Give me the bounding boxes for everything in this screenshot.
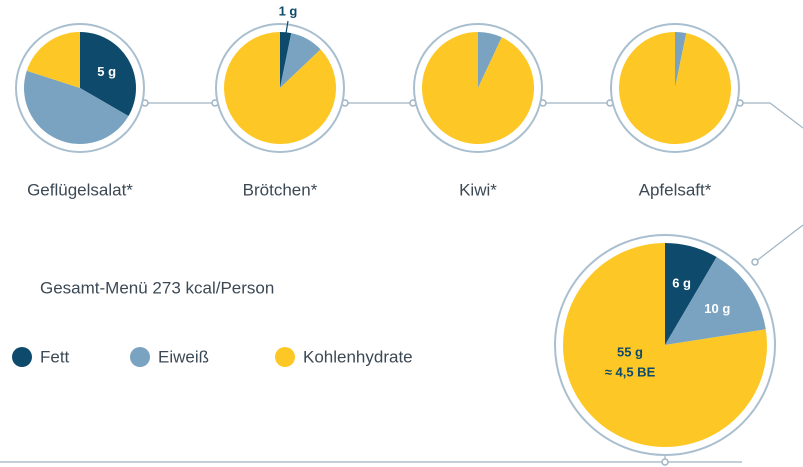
annotation: ≈ 4,5 BE <box>605 364 656 379</box>
connectors <box>0 102 803 463</box>
legend-label: Eiweiß <box>158 347 209 366</box>
pie-slice <box>224 32 337 144</box>
pie-slice <box>80 32 136 116</box>
pie-slice <box>563 243 767 447</box>
pie-title: Gesamt-Menü 273 kcal/Person <box>40 278 274 297</box>
pie-slice <box>23 70 129 145</box>
value-label: 1 g <box>279 3 298 18</box>
pie-slice <box>26 32 80 88</box>
legend-label: Kohlenhydrate <box>303 347 413 366</box>
pie-slice <box>478 32 502 88</box>
value-label: 55 g <box>617 344 643 359</box>
pie-slice <box>280 32 292 88</box>
connector <box>740 102 803 129</box>
value-label: 6 g <box>672 275 691 290</box>
pie-title: Apfelsaft* <box>639 180 712 199</box>
legend-swatch <box>12 347 32 367</box>
pie-title: Kiwi* <box>459 180 497 199</box>
pie-title: Brötchen* <box>243 180 318 199</box>
pies: 5 g Geflügelsalat* 1 g Brötchen* Kiwi* Apfels… <box>15 3 776 456</box>
legend-swatch <box>130 347 150 367</box>
dot <box>661 458 669 466</box>
pie-slice <box>422 32 534 144</box>
value-label: 5 g <box>97 64 116 79</box>
pie-slice <box>665 257 766 345</box>
pie-slice <box>665 243 717 345</box>
legend-label: Fett <box>40 347 70 366</box>
value-label: 10 g <box>704 301 730 316</box>
pie-slice <box>280 33 321 88</box>
legend: Fett Eiweiß Kohlenhydrate <box>12 347 413 367</box>
pie-title: Geflügelsalat* <box>27 180 133 199</box>
pie-slice <box>675 32 687 88</box>
pie-slice <box>619 32 731 144</box>
label-leader <box>284 20 289 41</box>
dot <box>751 258 759 266</box>
legend-swatch <box>275 347 295 367</box>
connector <box>754 224 803 263</box>
